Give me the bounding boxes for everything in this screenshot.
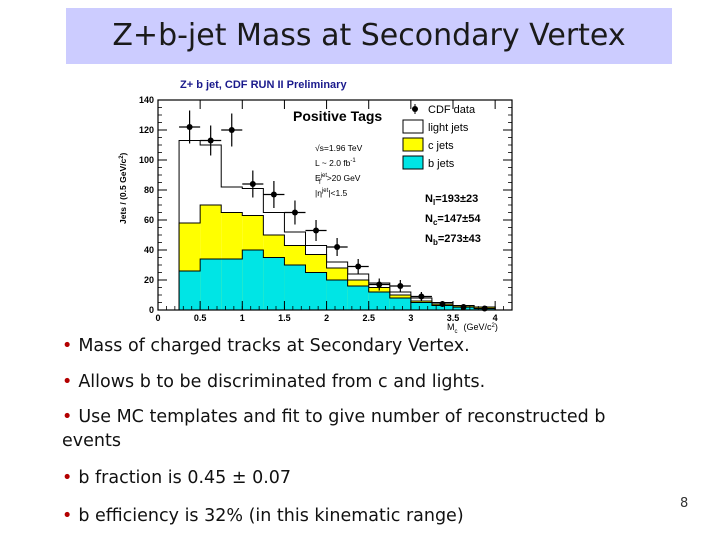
y-tick-label: 20	[144, 275, 154, 285]
yield-light: Nl=193±23	[425, 193, 478, 207]
b-jets-bar	[200, 259, 222, 310]
x-tick-label: 0	[155, 313, 160, 323]
bullet-marker: •	[62, 407, 73, 427]
legend-c-label: c jets	[428, 140, 454, 152]
page-number: 8	[680, 496, 689, 511]
b-jets-bar	[242, 250, 264, 310]
y-axis-label: Jets / (0.5 GeV/c2)	[118, 152, 128, 224]
data-point	[228, 127, 235, 133]
bullet-text: Use MC templates and fit to give number …	[62, 407, 606, 451]
x-tick-label: 0.5	[194, 313, 207, 323]
energy-annotation: √s=1.96 TeV	[315, 143, 363, 153]
b-jets-bar	[179, 271, 201, 310]
data-point	[270, 191, 277, 198]
et-cut-annotation: Ejet T >20 GeV	[315, 173, 361, 186]
y-tick-label: 100	[139, 155, 154, 165]
b-jets-bar	[431, 305, 453, 310]
b-jets-bar	[221, 259, 243, 310]
data-point	[376, 281, 383, 288]
y-tick-label: 60	[144, 215, 154, 225]
bullet-marker: •	[62, 372, 73, 392]
b-jets-bar	[284, 265, 306, 310]
eta-cut-annotation: |ηjet|<1.5	[315, 188, 348, 198]
x-axis-label: Mc (GeV/c2)	[447, 322, 498, 335]
b-jets-bar	[263, 257, 285, 310]
x-tick-label: 3.5	[447, 313, 460, 323]
x-tick-label: 4	[493, 313, 498, 323]
data-point	[313, 227, 320, 234]
data-point	[291, 209, 298, 216]
data-point	[334, 244, 341, 250]
y-tick-label: 0	[149, 305, 154, 315]
data-point	[207, 137, 214, 144]
b-jets-bar	[368, 292, 390, 310]
b-jets-bar	[347, 286, 369, 310]
b-jets-bar	[326, 280, 348, 310]
y-tick-label: 140	[139, 95, 154, 105]
x-tick-label: 3	[408, 313, 413, 323]
bullet-text: Mass of charged tracks at Secondary Vert…	[78, 336, 470, 356]
bullet-text: b fraction is 0.45 ± 0.07	[78, 468, 292, 488]
data-point	[460, 304, 467, 310]
slide-title: Z+b-jet Mass at Secondary Vertex	[112, 18, 626, 53]
title-bar: Z+b-jet Mass at Secondary Vertex	[66, 8, 672, 64]
bullet-item: • Use MC templates and fit to give number…	[62, 405, 642, 453]
bullet-item: • Mass of charged tracks at Secondary Ver…	[62, 334, 470, 358]
b-jets-bar	[305, 272, 327, 310]
data-point	[439, 301, 446, 307]
data-point	[249, 181, 256, 187]
data-points-layer	[179, 110, 496, 312]
data-point	[397, 283, 404, 289]
bullet-item: • Allows b to be discriminated from c and…	[62, 370, 485, 394]
light-jets-outline	[178, 140, 496, 310]
bullet-item: • b efficiency is 32% (in this kinematic …	[62, 504, 464, 528]
b-jets-bar	[410, 302, 432, 310]
y-tick-label: 80	[144, 185, 154, 195]
panel-label: Positive Tags	[293, 108, 382, 124]
legend-c-swatch	[402, 137, 424, 152]
data-point	[418, 293, 425, 300]
data-point	[186, 124, 193, 130]
legend-b-label: b jets	[428, 158, 455, 170]
x-tick-label: 2	[324, 313, 329, 323]
bullet-marker: •	[62, 468, 73, 488]
y-tick-label: 120	[139, 125, 154, 135]
yield-b: Nb=273±43	[425, 233, 481, 247]
legend: CDF data light jets c jets b jets	[402, 104, 476, 170]
bullet-text: Allows b to be discriminated from c and …	[78, 372, 486, 392]
x-tick-label: 1.5	[278, 313, 291, 323]
luminosity-annotation: L ~ 2.0 fb-1	[315, 158, 356, 168]
chart-title: Z+ b jet, CDF RUN II Preliminary	[180, 79, 347, 91]
legend-light-label: light jets	[428, 122, 469, 134]
fit-yields: Nl=193±23 Nc=147±54 Nb=273±43	[425, 193, 481, 247]
run-conditions: √s=1.96 TeV L ~ 2.0 fb-1 Ejet T >20 GeV |η…	[315, 143, 363, 198]
legend-light-swatch	[402, 119, 424, 134]
yield-c: Nc=147±54	[425, 213, 481, 227]
bullet-text: b efficiency is 32% (in this kinematic r…	[78, 506, 464, 526]
x-tick-label: 2.5	[362, 313, 375, 323]
data-point	[355, 263, 362, 270]
x-tick-label: 1	[240, 313, 245, 323]
bullet-marker: •	[62, 336, 73, 356]
histogram-layer	[178, 140, 496, 310]
bullet-item: • b fraction is 0.45 ± 0.07	[62, 466, 291, 490]
legend-data-label: CDF data	[428, 104, 476, 116]
y-tick-label: 40	[144, 245, 154, 255]
legend-b-swatch	[402, 155, 424, 170]
bullet-marker: •	[62, 506, 73, 526]
b-jets-bar	[389, 298, 411, 310]
